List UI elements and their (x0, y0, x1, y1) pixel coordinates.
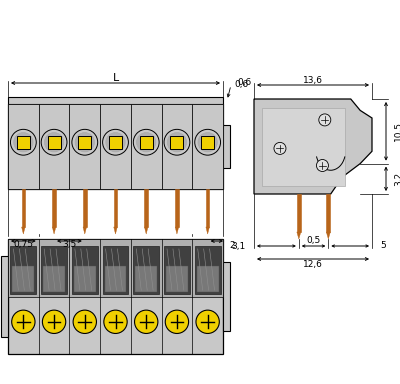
Bar (175, 189, 179, 227)
Bar (52, 189, 56, 227)
Text: 0,6: 0,6 (235, 81, 249, 89)
Bar (223, 125, 230, 168)
Bar (170, 136, 183, 149)
Circle shape (133, 129, 159, 155)
Circle shape (106, 132, 125, 152)
Circle shape (167, 132, 187, 152)
Bar (39, 104, 70, 189)
Bar (297, 194, 301, 232)
Bar (166, 266, 188, 292)
Polygon shape (144, 227, 148, 234)
Circle shape (104, 310, 127, 333)
Bar (192, 104, 223, 189)
Circle shape (73, 310, 96, 333)
Bar (8, 239, 223, 296)
Bar (8, 97, 223, 104)
Bar (41, 246, 67, 294)
Text: 3,2: 3,2 (394, 172, 400, 186)
Text: 13,6: 13,6 (303, 76, 323, 84)
Bar (102, 246, 128, 294)
Circle shape (10, 129, 36, 155)
Circle shape (42, 310, 66, 333)
Bar (1, 256, 8, 337)
Bar (144, 189, 148, 227)
Circle shape (164, 129, 190, 155)
Bar (8, 104, 223, 189)
Bar (262, 108, 345, 186)
Text: 2: 2 (229, 240, 235, 250)
Bar (131, 104, 162, 189)
Bar (114, 189, 117, 227)
Bar (22, 189, 25, 227)
Text: 10,5: 10,5 (394, 121, 400, 141)
Circle shape (195, 129, 220, 155)
Bar (105, 266, 126, 292)
Bar (74, 266, 96, 292)
Text: 0,75: 0,75 (13, 240, 33, 250)
Bar (10, 246, 36, 294)
Polygon shape (52, 227, 56, 234)
Circle shape (14, 132, 33, 152)
Bar (48, 136, 60, 149)
Polygon shape (297, 232, 301, 239)
Polygon shape (175, 227, 179, 234)
Bar (164, 246, 190, 294)
Polygon shape (254, 99, 372, 194)
Circle shape (102, 129, 128, 155)
Text: 5: 5 (380, 242, 386, 250)
Bar (109, 136, 122, 149)
Bar (17, 136, 30, 149)
Circle shape (196, 310, 219, 333)
Circle shape (136, 132, 156, 152)
Circle shape (72, 129, 98, 155)
Bar (83, 189, 86, 227)
Bar (133, 246, 159, 294)
Bar (78, 136, 91, 149)
Circle shape (75, 132, 94, 152)
Bar (43, 266, 65, 292)
Circle shape (198, 132, 217, 152)
Text: 3,5: 3,5 (62, 240, 76, 250)
Bar (162, 104, 192, 189)
Bar (100, 104, 131, 189)
Circle shape (12, 310, 35, 333)
Bar (197, 266, 218, 292)
Circle shape (319, 114, 331, 126)
Circle shape (41, 129, 67, 155)
Circle shape (316, 159, 328, 172)
Circle shape (44, 132, 64, 152)
Polygon shape (206, 227, 209, 234)
Polygon shape (326, 232, 330, 239)
Bar (140, 136, 153, 149)
Polygon shape (83, 227, 86, 234)
Bar (195, 246, 220, 294)
Text: 12,6: 12,6 (303, 260, 323, 268)
Text: L: L (112, 73, 119, 83)
Text: 3,1: 3,1 (232, 242, 246, 250)
Text: 0,5: 0,5 (306, 237, 321, 245)
Text: 0,6: 0,6 (237, 78, 251, 88)
Bar (72, 246, 98, 294)
Circle shape (165, 310, 189, 333)
Bar (201, 136, 214, 149)
Bar (206, 189, 209, 227)
Circle shape (274, 142, 286, 154)
Polygon shape (114, 227, 117, 234)
Bar (135, 266, 157, 292)
Bar (8, 104, 39, 189)
Bar (223, 262, 230, 331)
Bar (70, 104, 100, 189)
Polygon shape (22, 227, 25, 234)
Circle shape (134, 310, 158, 333)
Bar (12, 266, 34, 292)
Bar (326, 194, 330, 232)
Bar (8, 239, 223, 354)
